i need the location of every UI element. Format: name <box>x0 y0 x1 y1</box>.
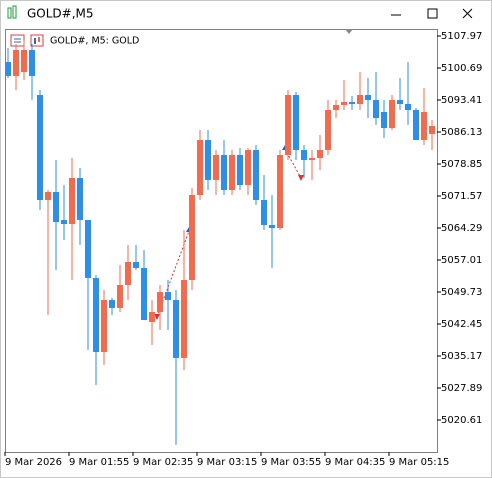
x-tick-label: 9 Mar 01:55 <box>69 457 129 468</box>
candle-body <box>165 292 171 301</box>
candle-body <box>285 95 291 156</box>
candle-body <box>29 49 35 77</box>
candle-body <box>293 95 299 150</box>
candle-body <box>157 292 163 313</box>
candle-body <box>45 192 51 201</box>
symbol-icon-bar <box>38 37 40 42</box>
shift-marker <box>345 29 353 34</box>
chart-frame <box>5 29 438 453</box>
y-tick-label: 5020.61 <box>441 415 482 426</box>
trade-arrow <box>154 314 160 320</box>
candle-body <box>309 157 315 161</box>
candle-body <box>229 155 235 190</box>
candle-body <box>13 49 19 77</box>
candle-body <box>21 49 27 73</box>
candle-body <box>205 140 211 181</box>
candle-body <box>125 261 131 286</box>
candle-body <box>301 149 307 161</box>
app-icon <box>12 5 17 19</box>
candle-body <box>101 300 107 353</box>
y-tick-label: 5035.17 <box>441 351 482 362</box>
symbol-icon-bar <box>34 38 36 44</box>
trade-arrow <box>298 175 304 181</box>
x-tick-label: 9 Mar 03:15 <box>197 457 257 468</box>
y-tick-label: 5086.13 <box>441 127 482 138</box>
y-tick-label: 5071.57 <box>441 191 482 202</box>
menu-icon[interactable] <box>10 34 25 47</box>
app-icon <box>7 7 12 19</box>
candle-body <box>109 300 115 309</box>
candle-body <box>85 220 91 278</box>
candle-body <box>117 285 123 309</box>
x-tick-label: 9 Mar 03:55 <box>261 457 321 468</box>
candle-body <box>53 192 59 222</box>
window-title: GOLD#,M5 <box>27 7 94 21</box>
candle-body <box>357 95 363 105</box>
candle-body <box>381 112 387 129</box>
candle-body <box>261 200 267 226</box>
candle-body <box>141 268 147 321</box>
candle-body <box>189 195 195 281</box>
maximize-button[interactable] <box>427 8 438 19</box>
close-button[interactable] <box>462 8 473 19</box>
candle-body <box>365 95 371 101</box>
candle-body <box>93 277 99 353</box>
y-tick-label: 5049.73 <box>441 287 482 298</box>
y-tick-label: 5107.97 <box>441 31 482 42</box>
y-tick-label: 5027.89 <box>441 383 482 394</box>
x-tick-label: 9 Mar 02:35 <box>133 457 193 468</box>
candle-body <box>413 109 419 141</box>
candle-body <box>5 61 11 77</box>
candle-body <box>341 101 347 106</box>
candle-body <box>269 225 275 229</box>
candle-body <box>245 149 251 186</box>
x-tick-label: 9 Mar 05:15 <box>389 457 449 468</box>
y-tick-label: 5100.69 <box>441 63 482 74</box>
title-bar: GOLD#,M5 <box>7 5 473 21</box>
candle-body <box>37 95 43 201</box>
candle-body <box>173 300 179 358</box>
y-tick-label: 5042.45 <box>441 319 482 330</box>
candle-body <box>317 149 323 158</box>
candle-body <box>405 104 411 110</box>
candle-body <box>325 109 331 150</box>
x-tick-label: 9 Mar 2026 <box>5 457 62 468</box>
candle-body <box>373 100 379 118</box>
candle-body <box>237 155 243 186</box>
candle-body <box>77 177 83 221</box>
y-tick-label: 5093.41 <box>441 95 482 106</box>
candle-body <box>69 177 75 225</box>
candle-body <box>197 140 203 196</box>
candle-body <box>221 155 227 190</box>
candle-body <box>277 155 283 229</box>
candle-body <box>421 112 427 141</box>
candle-body <box>61 220 67 225</box>
candle-body <box>389 100 395 129</box>
candle-body <box>133 261 139 269</box>
candle-body <box>397 100 403 105</box>
candle-body <box>253 149 259 201</box>
candle-body <box>333 105 339 110</box>
candle-body <box>349 101 355 105</box>
symbol-icon[interactable] <box>30 34 44 47</box>
y-tick-label: 5057.01 <box>441 255 482 266</box>
candle-body <box>149 312 155 322</box>
y-tick-label: 5078.85 <box>441 159 482 170</box>
y-tick-label: 5064.29 <box>441 223 482 234</box>
candle-body <box>181 280 187 358</box>
x-tick-label: 9 Mar 04:35 <box>325 457 385 468</box>
candle-body <box>429 125 435 134</box>
candle-body <box>213 155 219 181</box>
chart-title: GOLD#, M5: GOLD <box>50 36 139 47</box>
